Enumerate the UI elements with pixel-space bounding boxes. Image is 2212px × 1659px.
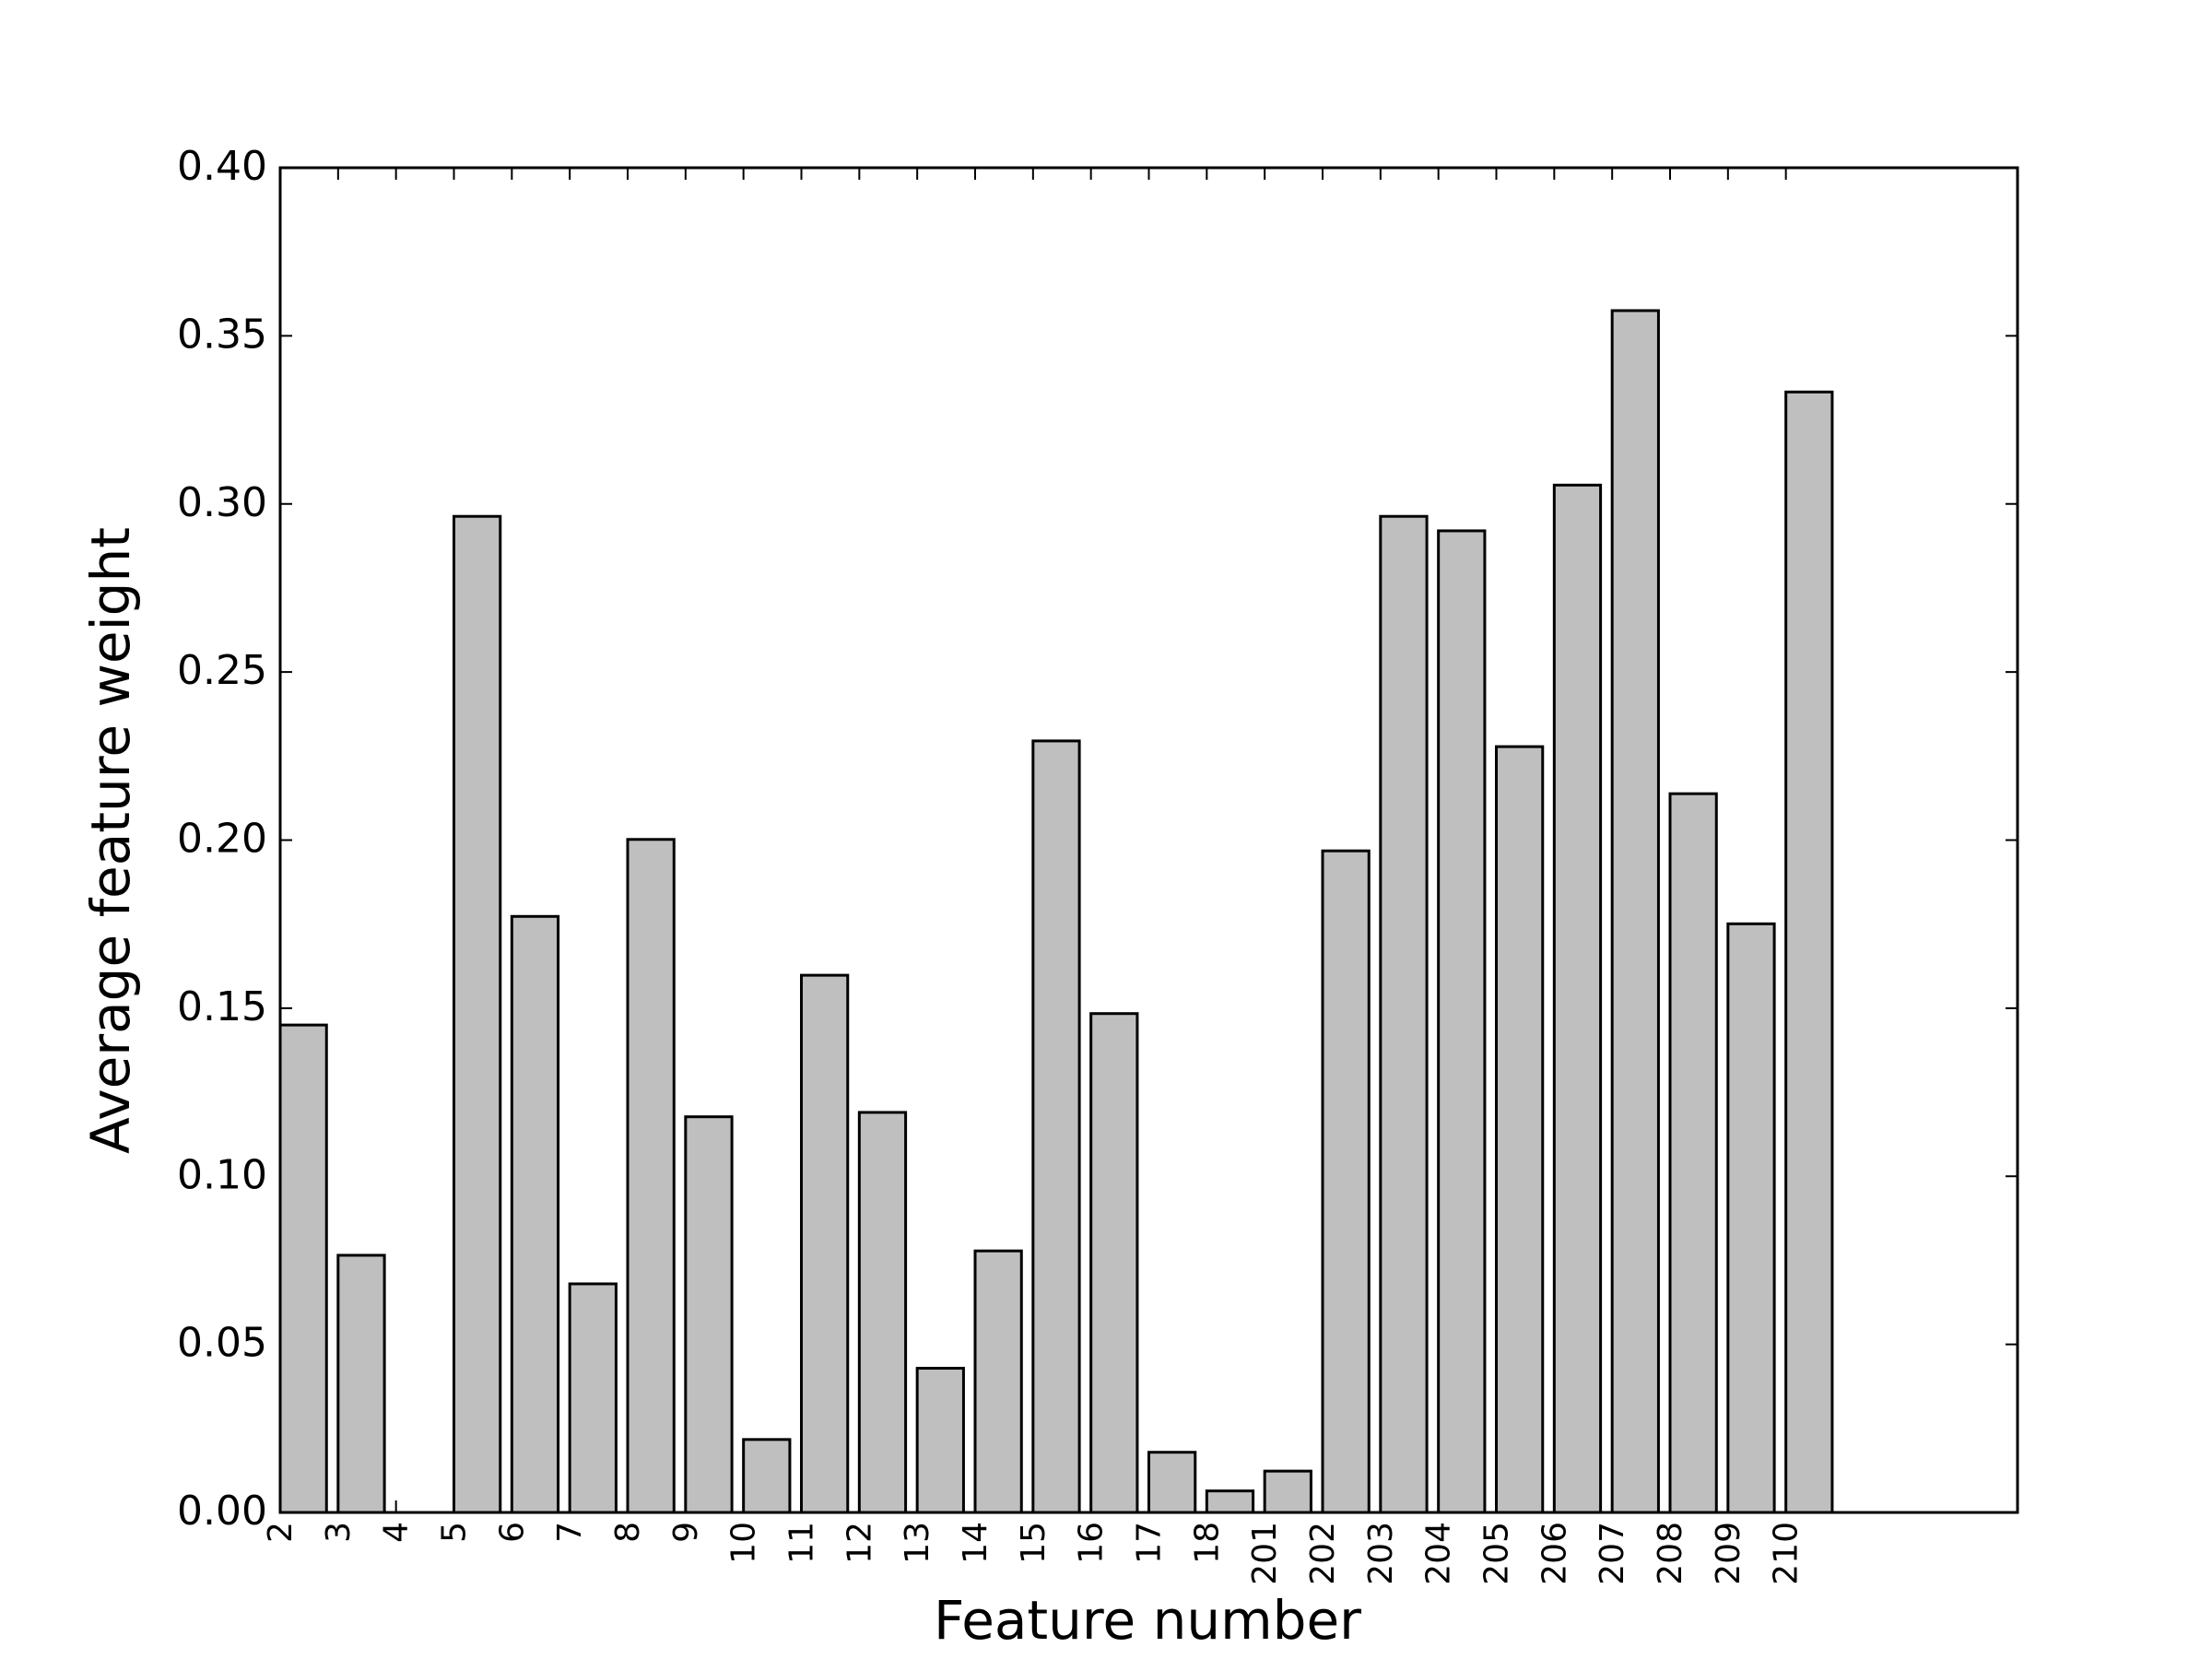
y-tick-label: 0.00 (177, 1488, 267, 1535)
x-tick-label: 208 (1652, 1522, 1689, 1585)
x-tick-label: 18 (1188, 1522, 1226, 1564)
x-tick-label: 201 (1246, 1522, 1284, 1585)
x-tick-label: 202 (1304, 1522, 1342, 1585)
x-tick-label: 13 (899, 1522, 936, 1564)
bar (1495, 745, 1545, 1514)
x-tick-label: 7 (551, 1522, 589, 1543)
y-axis-label: Average feature weight (79, 527, 142, 1154)
y-tick-label: 0.05 (177, 1320, 267, 1367)
bar (568, 1282, 618, 1514)
x-tick-label: 14 (957, 1522, 994, 1564)
x-tick-label: 10 (725, 1522, 763, 1564)
y-tick-label: 0.35 (177, 311, 267, 358)
bar (336, 1253, 386, 1514)
x-tick-label: 6 (493, 1522, 531, 1543)
x-tick-label: 15 (1015, 1522, 1053, 1564)
x-tick-label: 12 (841, 1522, 878, 1564)
bar (1205, 1489, 1255, 1514)
bar (1726, 922, 1776, 1514)
x-tick-label: 207 (1594, 1522, 1631, 1585)
x-tick-label: 3 (320, 1522, 358, 1543)
x-tick-label: 204 (1420, 1522, 1458, 1585)
bar (1321, 849, 1371, 1514)
y-tick-label: 0.40 (177, 143, 267, 190)
bar (1031, 739, 1081, 1514)
x-axis-label: Feature number (934, 1589, 1361, 1652)
bar (857, 1111, 908, 1514)
x-tick-label: 205 (1478, 1522, 1516, 1585)
bar (1552, 483, 1603, 1514)
x-tick-label: 9 (667, 1522, 705, 1543)
bar (1147, 1451, 1197, 1514)
x-tick-label: 4 (378, 1522, 416, 1543)
bar (800, 973, 850, 1514)
bar (453, 514, 502, 1514)
x-tick-label: 5 (436, 1522, 474, 1543)
x-tick-label: 17 (1131, 1522, 1169, 1564)
plot-frame (278, 166, 2019, 1514)
x-tick-label: 2 (262, 1522, 300, 1543)
bar (684, 1115, 734, 1514)
x-tick-label: 8 (609, 1522, 647, 1543)
x-tick-label: 210 (1768, 1522, 1806, 1585)
y-tick-label: 0.10 (177, 1151, 267, 1198)
bar (1437, 529, 1487, 1514)
y-tick-label: 0.15 (177, 983, 267, 1030)
x-tick-label: 11 (783, 1522, 821, 1564)
bar (915, 1367, 965, 1514)
y-tick-label: 0.25 (177, 647, 267, 694)
bar (1784, 390, 1834, 1514)
bar (973, 1249, 1023, 1514)
y-tick-label: 0.30 (177, 479, 267, 526)
bar (1263, 1469, 1312, 1514)
bar (1668, 792, 1718, 1514)
bar (1610, 309, 1660, 1514)
bar (742, 1438, 792, 1514)
x-tick-label: 209 (1710, 1522, 1747, 1585)
x-tick-label: 206 (1535, 1522, 1573, 1585)
bar (510, 914, 560, 1514)
bar (278, 1023, 328, 1514)
y-tick-label: 0.20 (177, 816, 267, 863)
bar (626, 838, 676, 1514)
bar (1089, 1012, 1139, 1514)
x-tick-label: 203 (1362, 1522, 1400, 1585)
bar (1379, 514, 1429, 1514)
x-tick-label: 16 (1073, 1522, 1111, 1564)
